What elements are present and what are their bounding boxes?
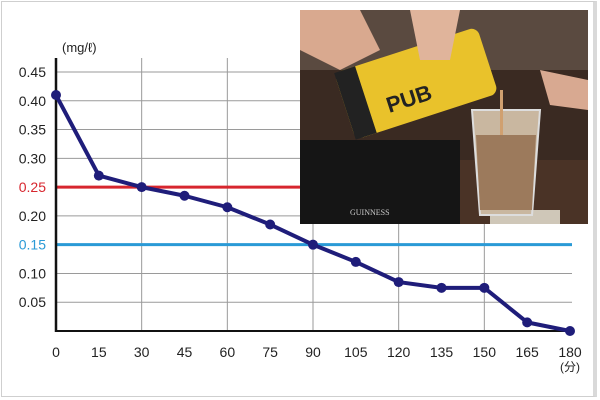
x-tick-label: 45 (177, 344, 193, 360)
y-tick-label: 0.15 (19, 237, 46, 253)
data-point (222, 202, 233, 213)
data-point (522, 317, 533, 328)
x-tick-label: 150 (473, 344, 497, 360)
data-point (479, 282, 490, 293)
x-tick-label: 15 (91, 344, 107, 360)
y-tick-label: 0.45 (19, 64, 46, 80)
data-point (179, 190, 190, 201)
y-axis-unit: (mg/ℓ) (62, 40, 97, 55)
y-tick-label: 0.40 (19, 93, 46, 109)
y-tick-label: 0.30 (19, 150, 46, 166)
svg-text:GUINNESS: GUINNESS (350, 208, 390, 217)
x-tick-label: 120 (387, 344, 411, 360)
x-tick-label: 135 (430, 344, 454, 360)
x-tick-label: 60 (220, 344, 236, 360)
data-point (136, 182, 147, 193)
x-tick-label: 180 (558, 344, 582, 360)
data-point (565, 326, 575, 336)
x-tick-label: 0 (52, 344, 60, 360)
data-point (51, 90, 61, 101)
x-tick-label: 105 (344, 344, 368, 360)
data-point (350, 256, 361, 267)
data-point (436, 282, 447, 293)
y-tick-label: 0.25 (19, 179, 46, 195)
y-tick-label: 0.20 (19, 208, 46, 224)
y-tick-label: 0.05 (19, 294, 46, 310)
data-point (265, 219, 276, 230)
x-tick-label: 30 (134, 344, 150, 360)
data-point (308, 239, 318, 250)
y-tick-label: 0.10 (19, 265, 46, 281)
x-axis-unit: (分) (560, 360, 580, 374)
x-tick-label: 90 (305, 344, 321, 360)
data-point (393, 277, 404, 288)
x-tick-label: 165 (515, 344, 539, 360)
inset-photo-beer-pour: GUINNESS PUB (300, 10, 588, 224)
data-point (93, 170, 104, 181)
x-tick-label: 75 (262, 344, 278, 360)
y-tick-label: 0.35 (19, 122, 46, 138)
